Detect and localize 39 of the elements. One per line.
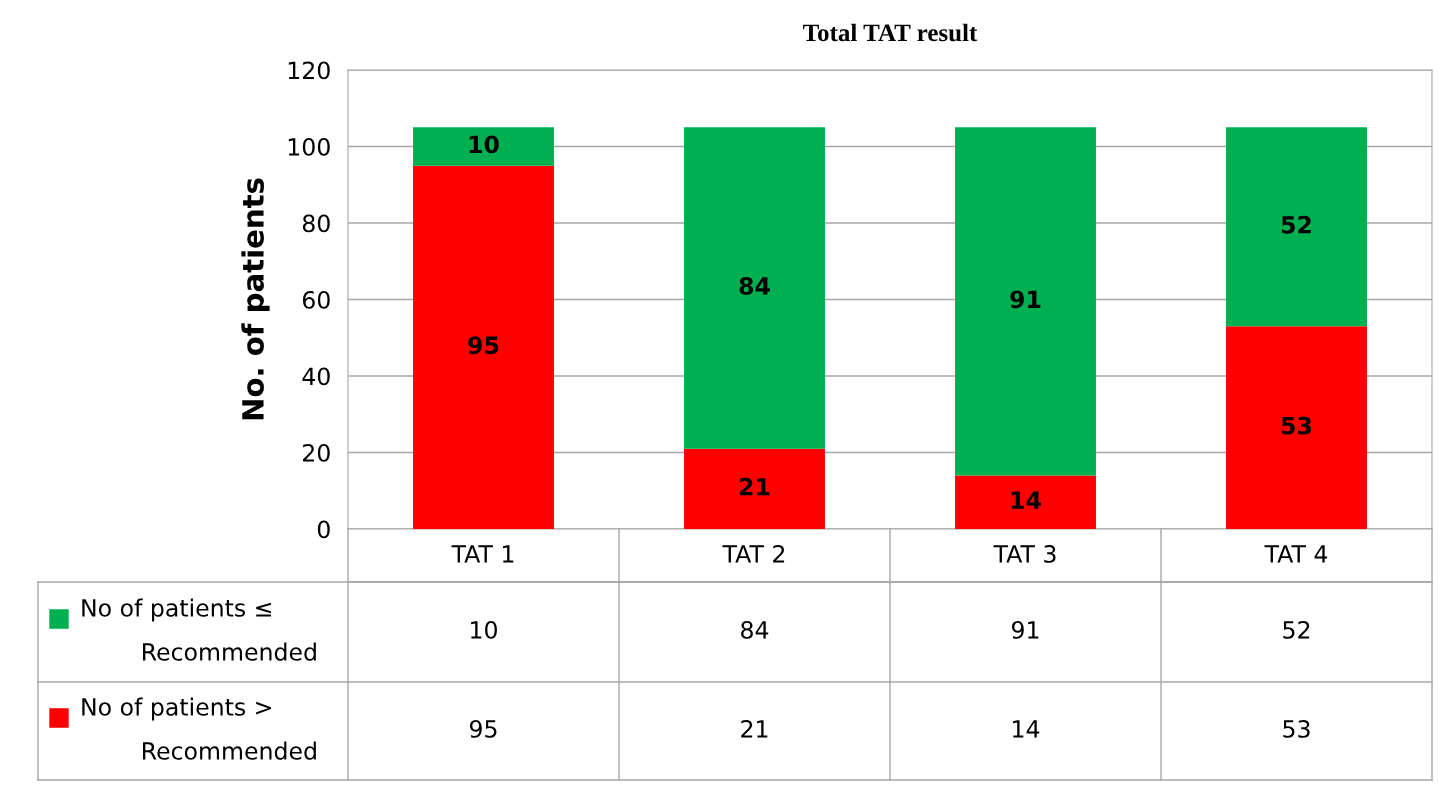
bar xyxy=(1226,127,1367,327)
text: 52 xyxy=(1283,620,1310,639)
bar xyxy=(955,127,1096,476)
bar xyxy=(684,448,825,529)
y-tick-label: 20 xyxy=(303,443,330,462)
legend-label: No of patients > Recommended xyxy=(82,697,316,760)
text: 95 xyxy=(469,719,497,738)
bar xyxy=(955,475,1096,529)
bar xyxy=(684,127,825,449)
text: 53 xyxy=(1283,719,1310,738)
text: 21 xyxy=(741,719,768,738)
y-tick-label: 0 xyxy=(317,520,330,539)
data-label: 10 xyxy=(469,135,499,154)
data-label: 95 xyxy=(468,336,499,355)
y-tick-label: 60 xyxy=(302,290,330,309)
data-label: 21 xyxy=(739,477,770,496)
y-tick-label: 100 xyxy=(288,137,330,156)
text: 14 xyxy=(1013,720,1040,738)
text: 91 xyxy=(1011,620,1039,639)
y-tick-label: 40 xyxy=(302,367,330,386)
data-label: 14 xyxy=(1011,491,1041,509)
bar xyxy=(1226,326,1367,529)
text: 84 xyxy=(741,620,769,639)
bar xyxy=(413,165,554,529)
y-tick-label: 80 xyxy=(302,214,330,233)
data-label: 52 xyxy=(1281,215,1311,234)
y-tick-label: 120 xyxy=(288,61,330,80)
data-label: 91 xyxy=(1010,290,1041,309)
bar xyxy=(413,127,554,166)
x-tick-label: TAT 3 xyxy=(993,544,1056,563)
data-label: 84 xyxy=(739,277,770,295)
y-axis-title: No. of patients xyxy=(241,178,270,420)
x-tick-label: TAT 1 xyxy=(451,545,514,563)
chart-title: Total TAT result xyxy=(803,23,978,42)
data-label: 53 xyxy=(1281,416,1312,435)
text: 10 xyxy=(471,620,497,639)
x-tick-label: TAT 2 xyxy=(722,544,785,563)
legend-label: No of patients ≤ Recommended xyxy=(82,598,316,661)
x-tick-label: TAT 4 xyxy=(1264,545,1328,563)
